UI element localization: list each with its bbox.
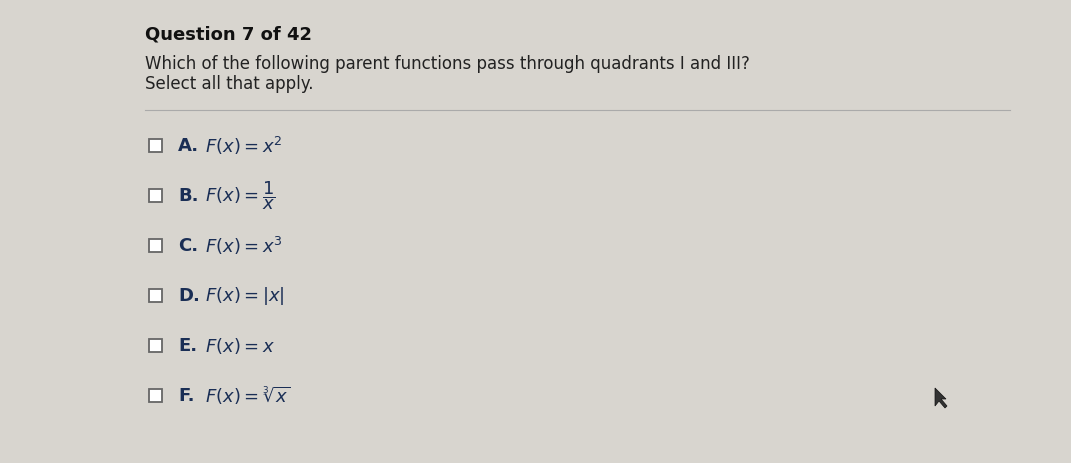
FancyBboxPatch shape [149,188,162,201]
Text: F.: F. [178,387,195,405]
Text: $F(x) = |x|$: $F(x) = |x|$ [205,285,285,307]
Text: B.: B. [178,187,198,205]
Text: $F(x) = x^3$: $F(x) = x^3$ [205,235,283,257]
Text: D.: D. [178,287,200,305]
Text: C.: C. [178,237,198,255]
Polygon shape [935,388,947,408]
Text: Question 7 of 42: Question 7 of 42 [145,25,312,43]
Text: $F(x)= \sqrt[3]{x}$: $F(x)= \sqrt[3]{x}$ [205,385,290,407]
FancyBboxPatch shape [149,388,162,401]
Text: A.: A. [178,137,199,155]
Text: E.: E. [178,337,197,355]
FancyBboxPatch shape [149,238,162,251]
Text: $F(x) = \dfrac{1}{x}$: $F(x) = \dfrac{1}{x}$ [205,180,275,213]
Text: Which of the following parent functions pass through quadrants I and III?: Which of the following parent functions … [145,55,750,73]
Text: $F(x) = x^2$: $F(x) = x^2$ [205,135,283,157]
FancyBboxPatch shape [149,338,162,351]
FancyBboxPatch shape [149,288,162,301]
Text: $F(x) = x$: $F(x) = x$ [205,336,275,356]
Text: Select all that apply.: Select all that apply. [145,75,314,93]
FancyBboxPatch shape [149,138,162,151]
